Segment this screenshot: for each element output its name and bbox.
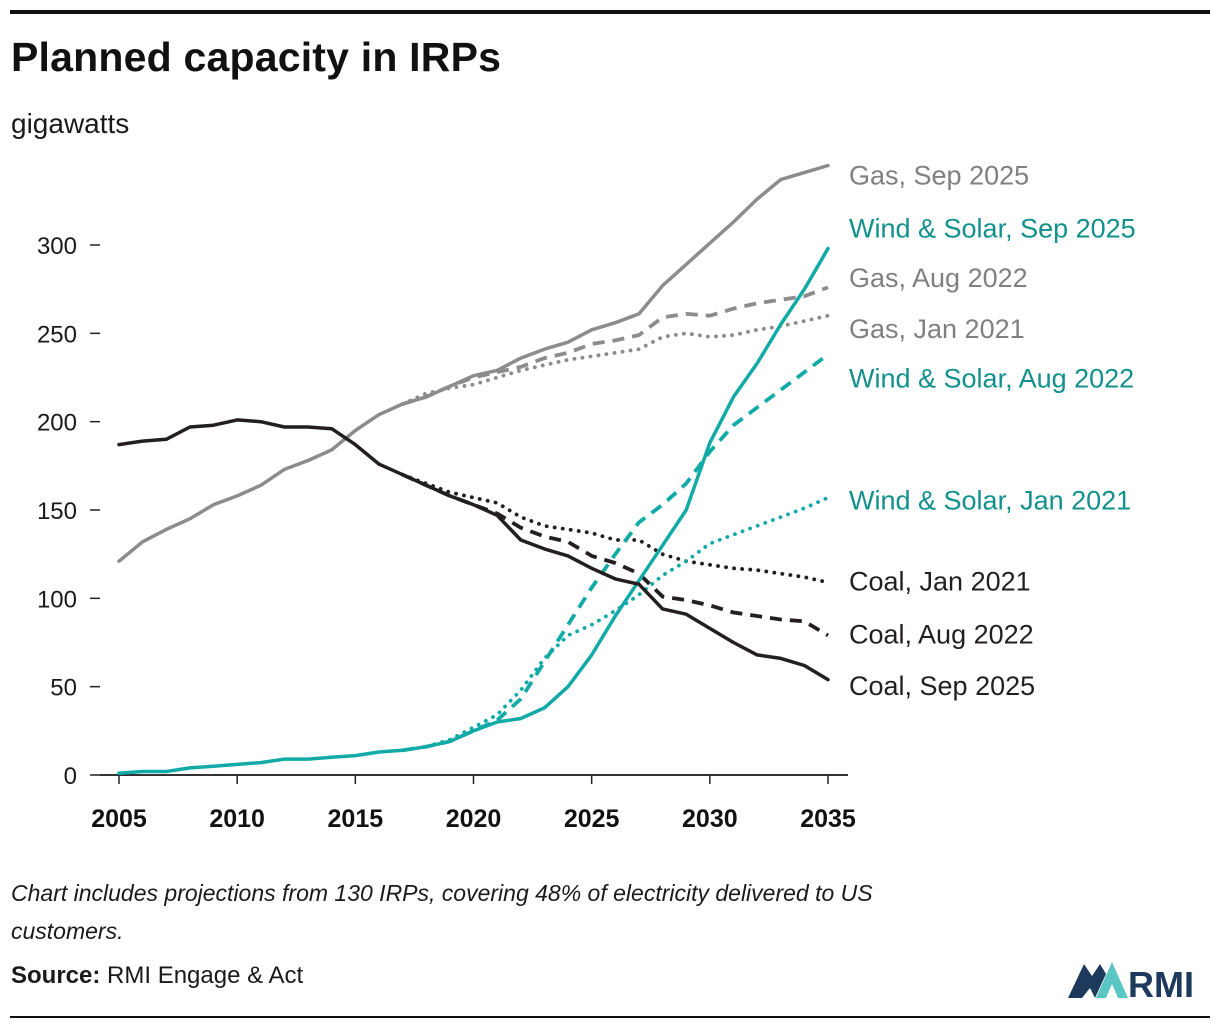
x-tick-label: 2025 <box>564 805 620 833</box>
x-tick-label: 2030 <box>682 805 738 833</box>
series-label: Coal, Sep 2025 <box>849 671 1035 701</box>
series-line-gas-jan-2021 <box>400 313 830 406</box>
series-line-wind-solar-sep-2025 <box>117 246 830 775</box>
series-label: Wind & Solar, Sep 2025 <box>849 213 1136 243</box>
series-label: Wind & Solar, Jan 2021 <box>849 485 1131 515</box>
y-tick-label: 100 <box>37 586 77 613</box>
y-axis: 0 50 100 150 200 250 300 <box>37 233 100 790</box>
logo-text: RMI <box>1128 964 1194 1000</box>
top-rule <box>10 10 1210 14</box>
series-line-gas-aug-2022 <box>402 285 829 406</box>
series-label: Wind & Solar, Aug 2022 <box>849 364 1134 394</box>
x-axis: 2005 2010 2015 2020 2025 2030 2035 <box>91 774 856 833</box>
series-line-gas-sep-2025 <box>117 163 830 563</box>
series-label: Gas, Jan 2021 <box>849 314 1025 344</box>
series-line-coal-jan-2021 <box>400 472 830 585</box>
x-tick-label: 2015 <box>328 805 384 833</box>
bottom-rule <box>10 1016 1210 1018</box>
y-tick-label: 0 <box>64 763 77 790</box>
x-tick-label: 2020 <box>446 805 502 833</box>
x-tick-label: 2005 <box>91 805 147 833</box>
logo-mountain-light <box>1096 962 1128 998</box>
series-label: Coal, Aug 2022 <box>849 620 1034 650</box>
chart-title: Planned capacity in IRPs <box>11 34 502 80</box>
source-line: Source: RMI Engage & Act <box>11 962 303 990</box>
y-tick-label: 150 <box>37 498 77 525</box>
source-label: Source: <box>11 962 101 989</box>
series-line-wind-solar-jan-2021 <box>400 495 830 753</box>
series-line-coal-aug-2022 <box>401 472 829 638</box>
series-line-coal-sep-2025 <box>117 418 830 682</box>
logo-mountain-dark <box>1068 964 1106 998</box>
rmi-logo: RMI <box>1068 962 1194 1000</box>
series-label: Gas, Aug 2022 <box>849 263 1028 293</box>
y-tick-label: 250 <box>37 321 77 348</box>
chart-note: Chart includes projections from 130 IRPs… <box>11 880 873 944</box>
y-tick-label: 300 <box>37 233 77 260</box>
y-tick-label: 200 <box>37 410 77 437</box>
x-tick-label: 2035 <box>800 805 856 833</box>
y-tick-label: 50 <box>50 675 77 702</box>
series-label: Gas, Sep 2025 <box>849 160 1029 190</box>
series-line-wind-solar-aug-2022 <box>402 352 830 753</box>
source-text: RMI Engage & Act <box>107 962 304 989</box>
series-label: Coal, Jan 2021 <box>849 567 1031 597</box>
x-tick-label: 2010 <box>209 805 265 833</box>
chart-subtitle-units: gigawatts <box>11 108 130 139</box>
series-labels: Gas, Sep 2025 Wind & Solar, Sep 2025 Gas, … <box>849 160 1136 701</box>
series-lines <box>117 163 830 775</box>
